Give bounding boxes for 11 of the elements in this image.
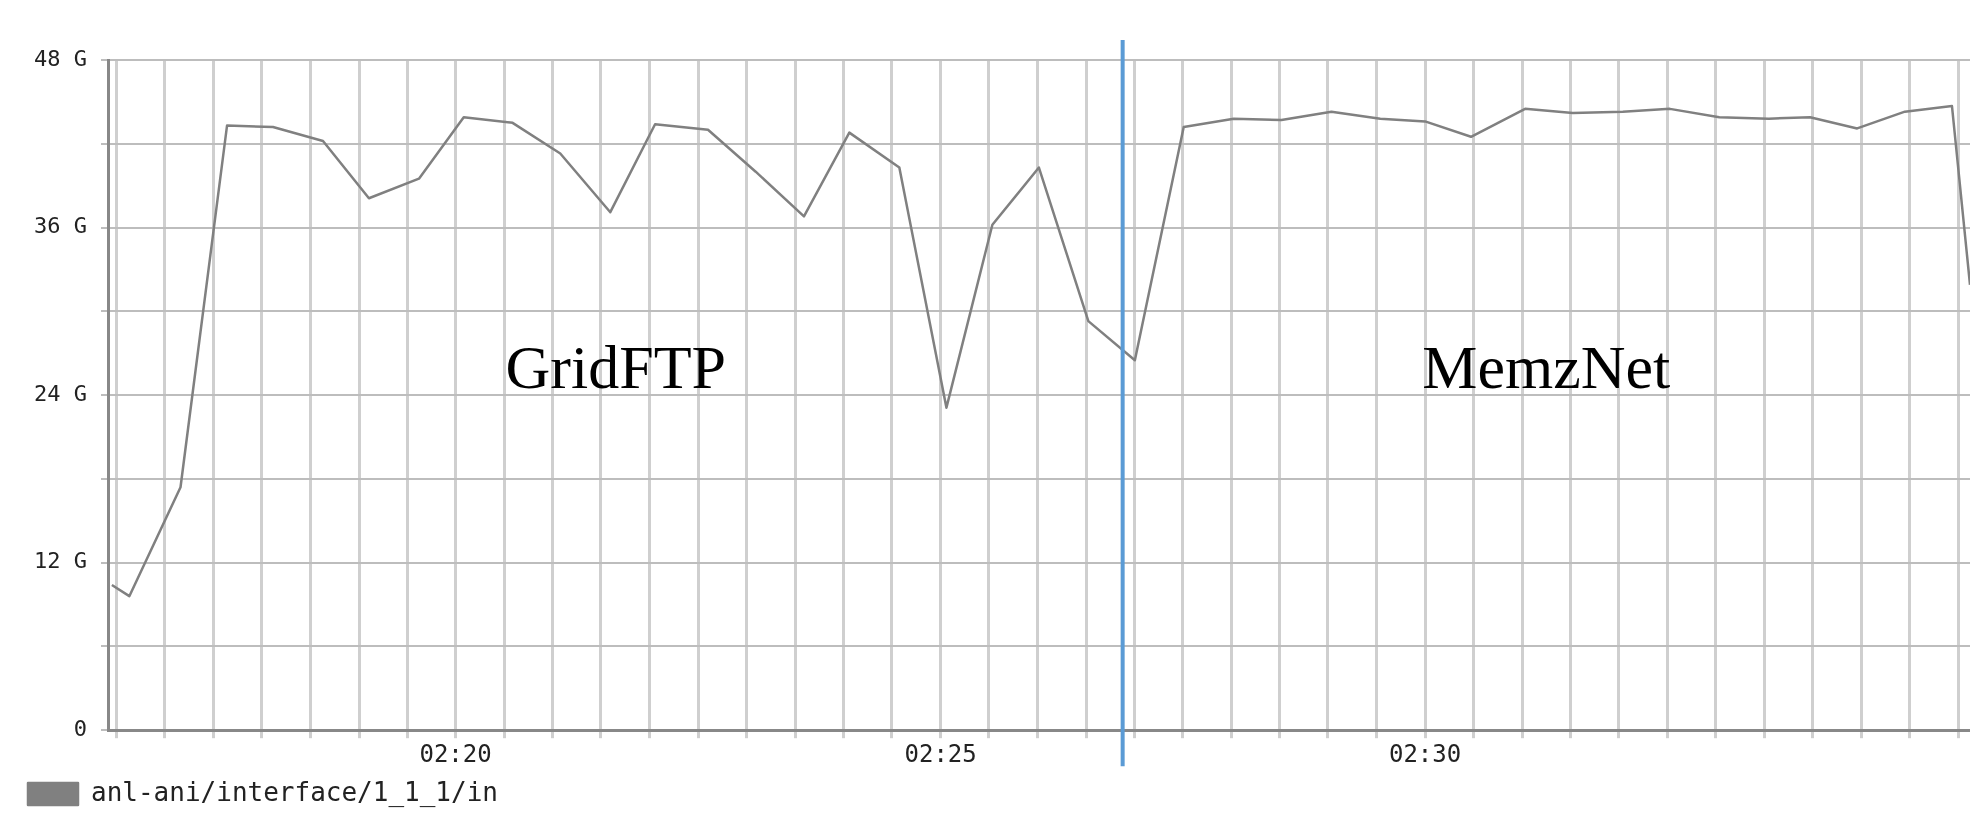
legend-label: anl-ani/interface/1_1_1/in (91, 776, 498, 808)
y-tick-label: 36 G (34, 213, 87, 239)
annotation: MemzNet (1422, 333, 1671, 402)
x-tick-label: 02:25 (904, 739, 977, 768)
y-tick-label: 24 G (34, 380, 87, 406)
x-tick-label: 02:20 (419, 739, 492, 768)
y-tick-label: 0 (73, 715, 87, 741)
y-tick-label: 12 G (34, 548, 87, 574)
x-tick-label: 02:30 (1388, 739, 1462, 768)
y-tick-label: 48 G (34, 45, 87, 71)
annotation: GridFTP (505, 333, 727, 402)
